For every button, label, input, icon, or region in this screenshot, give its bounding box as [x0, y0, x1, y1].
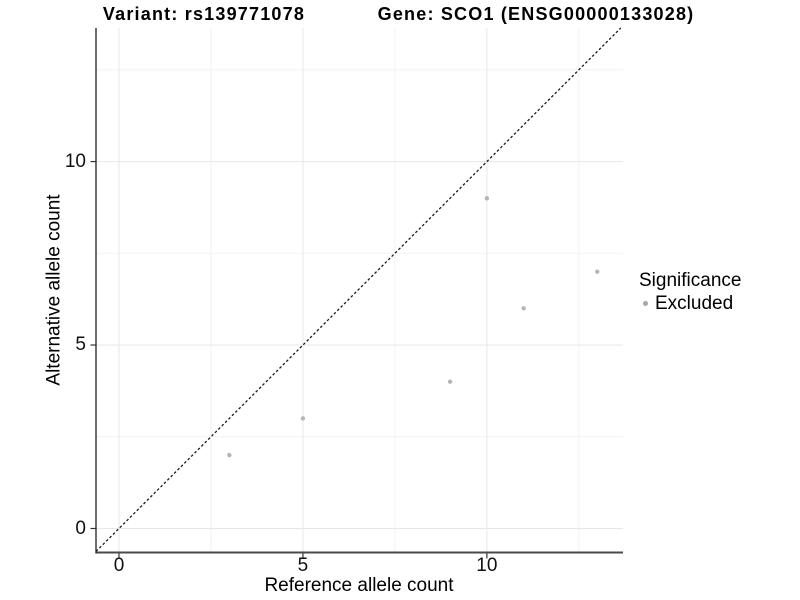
data-point — [300, 416, 306, 421]
gene-title: Gene: SCO1 (ENSG00000133028) — [377, 4, 695, 24]
identity-dashed-line — [95, 27, 622, 552]
y-tick-label: 5 — [75, 334, 86, 356]
data-point — [227, 452, 232, 458]
x-tick-label: 10 — [476, 555, 498, 576]
data-point — [447, 379, 453, 384]
data-point — [521, 306, 526, 311]
y-tick-label: 10 — [64, 150, 86, 172]
x-axis-title: Reference allele count — [264, 575, 454, 596]
legend-item-label: Excluded — [655, 293, 734, 314]
variant-title: Variant: rs139771078 — [102, 4, 306, 24]
y-axis-title: Alternative allele count — [43, 194, 65, 386]
x-tick-label: 0 — [113, 555, 125, 576]
x-tick-label: 5 — [297, 555, 309, 576]
legend-title: Significance — [639, 270, 742, 291]
y-tick-label: 0 — [75, 517, 86, 539]
legend-item-excluded: Excluded — [639, 293, 741, 314]
legend-point-icon — [643, 301, 648, 306]
data-point — [595, 269, 600, 274]
data-point — [484, 196, 490, 201]
legend: Significance Excluded — [639, 270, 741, 314]
